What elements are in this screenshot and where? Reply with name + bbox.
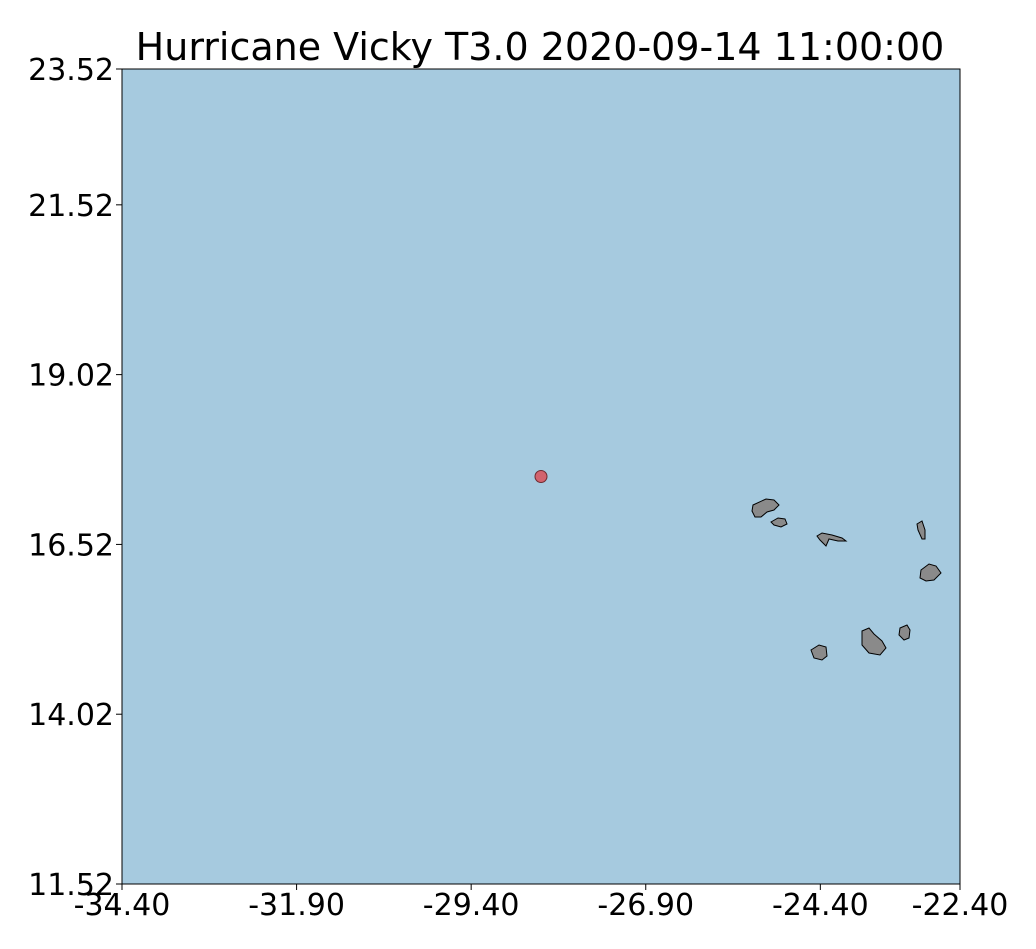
island-sao-vicente xyxy=(770,517,788,528)
storm-position-marker xyxy=(534,470,548,483)
island-maio xyxy=(898,624,911,641)
x-axis: -34.40 -31.90 -29.40 -26.90 -24.40 -22.40 xyxy=(74,884,1009,923)
y-tick-label: 11.52 xyxy=(28,868,114,903)
x-tick-label: -26.90 xyxy=(597,888,694,923)
y-tick-label: 16.52 xyxy=(28,528,114,563)
plot-frame xyxy=(121,68,961,885)
island-santo-antao xyxy=(751,498,780,518)
cape-verde-islands xyxy=(751,498,942,661)
map-title: Hurricane Vicky T3.0 2020-09-14 11:00:00 xyxy=(136,25,945,69)
island-sao-nicolau xyxy=(816,532,848,547)
y-axis: 23.52 21.52 19.02 16.52 14.02 11.52 xyxy=(28,53,122,903)
y-tick-label: 19.02 xyxy=(28,359,114,394)
y-tick-label: 21.52 xyxy=(28,189,114,224)
x-tick-label: -24.40 xyxy=(772,888,869,923)
y-tick-label: 14.02 xyxy=(28,698,114,733)
x-tick-label: -22.40 xyxy=(912,888,1009,923)
x-tick-label: -31.90 xyxy=(248,888,345,923)
island-santiago xyxy=(861,627,887,656)
x-tick-label: -34.40 xyxy=(74,888,171,923)
y-tick-label: 23.52 xyxy=(28,53,114,88)
island-fogo xyxy=(810,644,828,661)
island-boa-vista xyxy=(919,563,942,582)
x-tick-label: -29.40 xyxy=(423,888,520,923)
storm-track xyxy=(534,470,548,483)
island-sal xyxy=(916,520,926,540)
